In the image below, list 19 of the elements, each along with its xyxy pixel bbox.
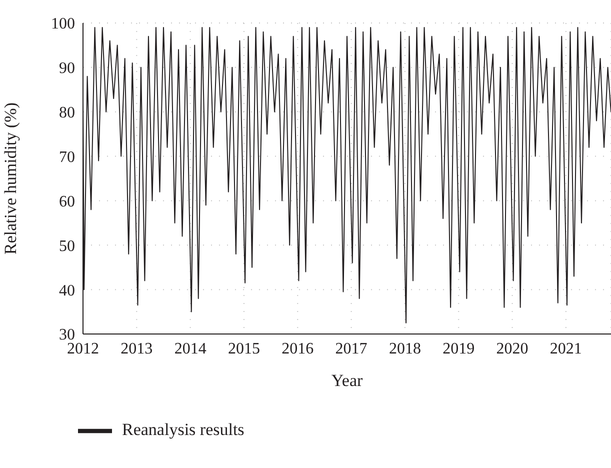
y-tick-label: 80 xyxy=(59,104,75,122)
x-tick-label: 2016 xyxy=(282,340,314,358)
x-tick-label: 2020 xyxy=(496,340,528,358)
x-tick-label: 2018 xyxy=(388,340,421,358)
x-tick-label: 2019 xyxy=(442,340,475,358)
y-tick-label: 100 xyxy=(51,16,75,33)
y-tick-label: 70 xyxy=(59,148,75,166)
y-tick-label: 90 xyxy=(59,60,75,78)
legend-label: Reanalysis results xyxy=(122,420,244,439)
y-tick-label: 40 xyxy=(59,282,75,300)
x-tick-label: 2017 xyxy=(335,340,368,358)
x-tick-label: 2013 xyxy=(120,340,153,358)
x-tick-label: 2021 xyxy=(550,340,582,358)
x-tick-label: 2015 xyxy=(228,340,260,358)
x-axis-title: Year xyxy=(331,371,363,390)
x-tick-label: 2014 xyxy=(174,340,206,358)
y-axis-title: Relative humidity (%) xyxy=(1,102,20,255)
y-tick-label: 50 xyxy=(59,238,75,255)
y-tick-label: 60 xyxy=(59,193,75,210)
